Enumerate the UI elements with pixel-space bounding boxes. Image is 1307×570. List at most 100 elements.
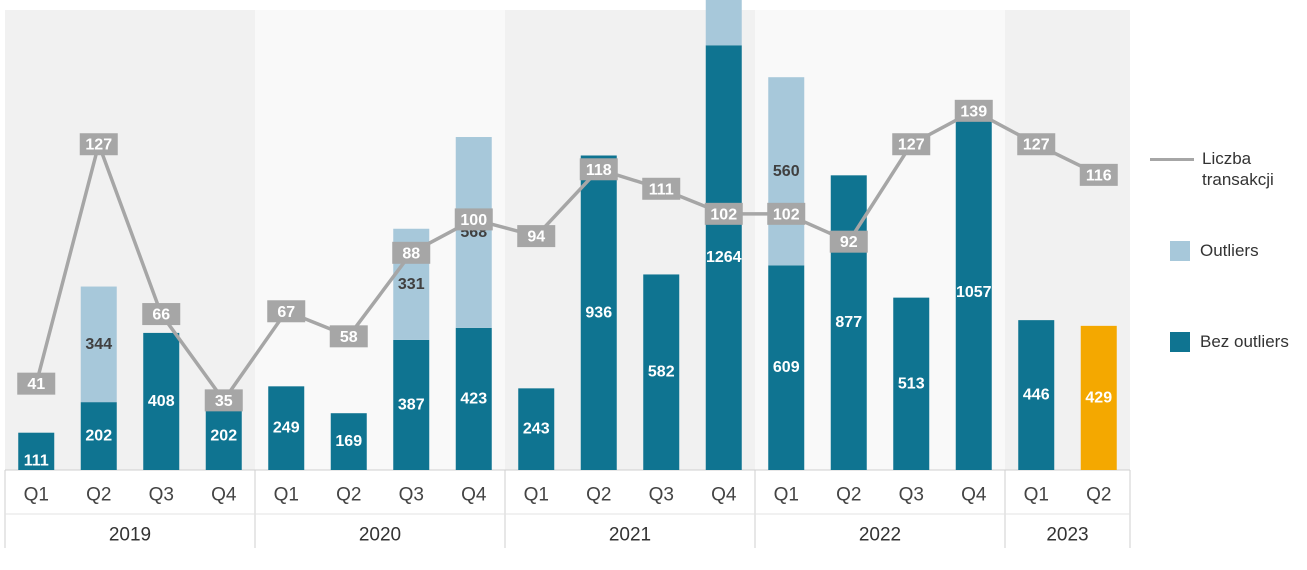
bar-bez <box>705 45 742 471</box>
bar-bez <box>80 402 117 470</box>
x-tick-label: Q2 <box>1086 485 1111 506</box>
bar-outliers-value: 560 <box>773 163 800 180</box>
line-point-value: 139 <box>960 103 987 120</box>
line-point-value: 35 <box>215 393 233 410</box>
line-point-label-box <box>79 133 118 156</box>
year-label: 2021 <box>609 525 651 546</box>
bar-outliers <box>80 286 117 403</box>
line-point-label-box <box>892 133 931 156</box>
year-label: 2019 <box>109 525 151 546</box>
x-tick-label: Q2 <box>86 485 111 506</box>
x-tick-label: Q1 <box>24 485 49 506</box>
bar-bez-value: 609 <box>773 359 800 376</box>
line-point-label-box <box>267 300 306 323</box>
line-point-label-box <box>704 202 743 225</box>
legend-line-label: Liczba transakcji <box>1202 149 1274 189</box>
bar-bez-value: 1264 <box>706 249 742 266</box>
bar-bez <box>330 413 367 470</box>
bar-bez <box>768 265 805 470</box>
line-point-value: 127 <box>85 137 112 154</box>
year-label: 2023 <box>1046 525 1088 546</box>
bar-bez-value: 249 <box>273 420 300 437</box>
line-point-value: 118 <box>586 162 612 179</box>
line-point-value: 111 <box>649 181 674 198</box>
x-tick-label: Q1 <box>274 485 299 506</box>
line-point-value: 41 <box>27 376 45 393</box>
bar-bez <box>1080 325 1117 470</box>
x-tick-label: Q4 <box>211 485 237 506</box>
line-point-label-box <box>392 241 431 264</box>
bar-bez <box>955 114 992 471</box>
x-tick-label: Q2 <box>586 485 611 506</box>
bar-bez-value: 387 <box>398 396 425 413</box>
line-point-label-box <box>204 389 243 412</box>
bar-outliers-value: 344 <box>85 336 112 353</box>
bar-outliers <box>705 0 742 46</box>
line-point-label-box <box>329 325 368 348</box>
x-tick-label: Q3 <box>149 485 174 506</box>
legend-line-item: Liczba transakcji <box>1150 148 1297 190</box>
line-point-label-box <box>954 99 993 122</box>
bar-outliers <box>455 137 492 328</box>
bar-bez <box>1018 320 1055 470</box>
x-tick-label: Q3 <box>399 485 424 506</box>
x-tick-label: Q4 <box>961 485 987 506</box>
bar-bez-value: 169 <box>335 433 362 450</box>
x-tick-label: Q1 <box>774 485 799 506</box>
line-point-value: 102 <box>710 206 737 223</box>
x-tick-label: Q2 <box>336 485 361 506</box>
bar-bez <box>643 274 680 470</box>
line-point-label-box <box>454 208 493 231</box>
line-point-value: 100 <box>460 212 487 229</box>
bar-bez <box>205 402 242 470</box>
x-tick-label: Q2 <box>836 485 861 506</box>
line-point-label-box <box>17 372 56 395</box>
bar-bez-value: 1057 <box>956 284 992 301</box>
line-point-value: 88 <box>402 245 420 262</box>
x-tick-label: Q1 <box>1024 485 1049 506</box>
bar-bez <box>893 297 930 470</box>
bar-bez-value: 446 <box>1023 387 1050 404</box>
bar-bez-value: 111 <box>24 453 49 470</box>
bar-bez <box>18 432 55 470</box>
bar-bez <box>143 332 180 470</box>
line-point-value: 102 <box>773 206 800 223</box>
bar-outliers <box>768 77 805 266</box>
x-tick-label: Q4 <box>711 485 737 506</box>
x-tick-label: Q1 <box>524 485 549 506</box>
bar-bez-value: 202 <box>85 428 112 445</box>
line-point-label-box <box>142 303 181 326</box>
line-point-value: 67 <box>277 304 295 321</box>
line-point-value: 94 <box>527 229 545 246</box>
line-point-label-box <box>1079 163 1118 186</box>
year-label: 2020 <box>359 525 401 546</box>
legend-line-swatch <box>1150 158 1194 161</box>
bar-bez-value: 202 <box>210 428 237 445</box>
line-point-label-box <box>829 230 868 253</box>
line-point-value: 127 <box>1023 137 1050 154</box>
bar-bez <box>518 388 555 470</box>
line-point-label-box <box>1017 133 1056 156</box>
line-point-label-box <box>517 225 556 248</box>
legend-outliers-swatch <box>1170 241 1190 261</box>
legend-bez-swatch <box>1170 332 1190 352</box>
legend-bez-label: Bez outliers <box>1200 332 1289 351</box>
x-tick-label: Q3 <box>649 485 674 506</box>
bar-bez <box>580 155 617 470</box>
bar-bez <box>455 327 492 470</box>
year-label: 2022 <box>859 525 901 546</box>
legend-outliers-label: Outliers <box>1200 241 1259 260</box>
bar-bez <box>268 386 305 470</box>
bar-bez-value: 877 <box>835 314 862 331</box>
axis-area <box>5 470 1130 548</box>
bar-bez-value: 429 <box>1085 389 1112 406</box>
line-point-value: 116 <box>1086 167 1112 184</box>
bar-bez-value: 408 <box>148 393 175 410</box>
x-tick-label: Q4 <box>461 485 487 506</box>
bar-bez <box>393 339 430 470</box>
bar-bez-value: 423 <box>460 390 487 407</box>
bar-bez-value: 513 <box>898 375 925 392</box>
line-point-value: 92 <box>840 234 858 251</box>
line-point-value: 127 <box>898 137 925 154</box>
